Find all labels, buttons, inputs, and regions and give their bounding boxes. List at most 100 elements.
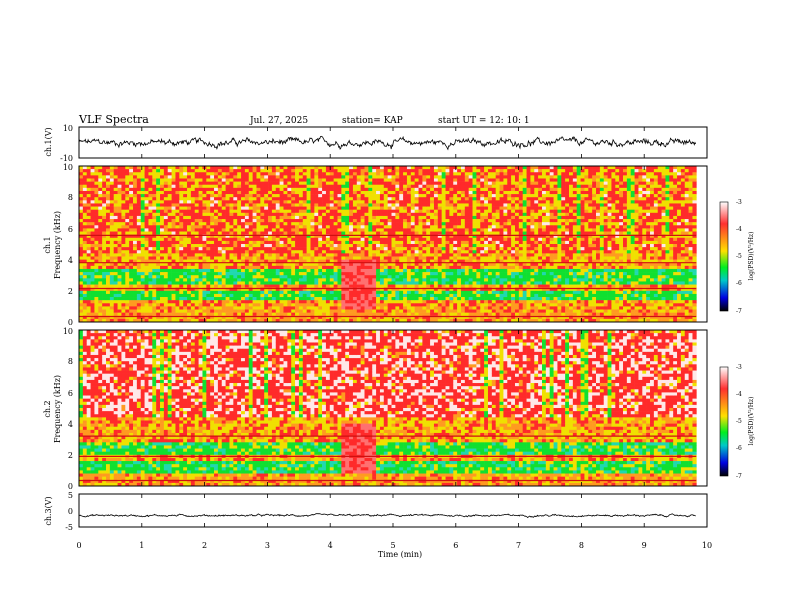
spectrogram-cell [334,285,338,288]
spectrogram-cell [426,291,430,294]
spectrogram-cell [399,194,403,197]
spectrogram-cell [91,306,95,309]
spectrogram-cell [121,222,125,225]
spectrogram-cell [218,291,222,294]
spectrogram-cell [156,272,160,275]
spectrogram-cell [83,194,87,197]
spectrogram-cell [133,281,137,284]
spectrogram-cell [380,172,384,175]
spectrogram-cell [280,210,284,213]
spectrogram-cell [330,285,334,288]
spectrogram-cell [253,175,257,178]
spectrogram-cell [322,182,326,185]
spectrogram-cell [303,285,307,288]
spectrogram-cell [222,241,226,244]
spectrogram-cell [164,194,168,197]
spectrogram-cell [83,203,87,206]
spectrogram-cell [187,278,191,281]
spectrogram-cell [268,207,272,210]
spectrogram-cell [299,222,303,225]
spectrogram-cell [299,191,303,194]
spectrogram-cell [249,253,253,256]
spectrogram-cell [461,269,465,272]
spectrogram-cell [438,175,442,178]
spectrogram-cell [330,272,334,275]
spectrogram-cell [349,175,353,178]
spectrogram-cell [199,175,203,178]
spectrogram-cell [449,207,453,210]
spectrogram-cell [357,250,361,253]
spectrogram-cell [191,313,195,316]
spectrogram-cell [326,203,330,206]
spectrogram-cell [199,225,203,228]
spectrogram-cell [438,244,442,247]
spectrogram-cell [260,169,264,172]
spectrogram-cell [368,225,372,228]
spectrogram-cell [411,228,415,231]
spectrogram-cell [129,300,133,303]
spectrogram-cell [299,238,303,241]
spectrogram-cell [403,166,407,169]
spectrogram-cell [102,281,106,284]
spectrogram-cell [125,182,129,185]
spectrogram-cell [272,275,276,278]
spectrogram-cell [419,188,423,191]
spectrogram-cell [195,225,199,228]
spectrogram-cell [461,228,465,231]
spectrogram-cell [318,303,322,306]
spectrogram-cell [199,213,203,216]
spectrogram-cell [438,188,442,191]
spectrogram-cell [148,303,152,306]
spectrogram-cell [419,213,423,216]
spectrogram-cell [179,194,183,197]
spectrogram-cell [457,303,461,306]
station-label: station= KAP [342,116,403,126]
spectrogram-cell [434,247,438,250]
spectrogram-cell [79,275,83,278]
spectrogram-cell [291,222,295,225]
spectrogram-cell [449,253,453,256]
spectrogram-cell [380,313,384,316]
spectrogram-cell [283,300,287,303]
spectrogram-cell [172,244,176,247]
spectrogram-cell [392,303,396,306]
spectrogram-cell [172,294,176,297]
spectrogram-cell [449,185,453,188]
spectrogram-cell [156,297,160,300]
spectrogram-cell [264,172,268,175]
spectrogram-cell [457,310,461,313]
spectrogram-cell [79,247,83,250]
spectrogram-cell [392,185,396,188]
spectrogram-cell [133,285,137,288]
spectrogram-cell [179,232,183,235]
spectrogram-cell [380,253,384,256]
spectrogram-cell [168,185,172,188]
spectrogram-cell [330,313,334,316]
spectrogram-cell [172,207,176,210]
spectrogram-cell [372,191,376,194]
spectrogram-cell [449,222,453,225]
spectrogram-cell [430,225,434,228]
spectrogram-cell [299,203,303,206]
spectrogram-cell [430,266,434,269]
spectrogram-cell [191,297,195,300]
spectrogram-cell [326,244,330,247]
spectrogram-cell [102,182,106,185]
spectrogram-cell [341,178,345,181]
spectrogram-cell [179,169,183,172]
spectrogram-cell [94,213,98,216]
spectrogram-cell [260,285,264,288]
spectrogram-cell [322,232,326,235]
spectrogram-cell [353,303,357,306]
spectrogram-cell [272,310,276,313]
spectrogram-cell [87,297,91,300]
spectrogram-cell [187,291,191,294]
spectrogram-cell [395,175,399,178]
spectrogram-cell [152,200,156,203]
spectrogram-cell [318,310,322,313]
spectrogram-cell [133,266,137,269]
spectrogram-cell [434,256,438,259]
spectrogram-cell [152,303,156,306]
spectrogram-cell [276,300,280,303]
spectrogram-cell [326,225,330,228]
